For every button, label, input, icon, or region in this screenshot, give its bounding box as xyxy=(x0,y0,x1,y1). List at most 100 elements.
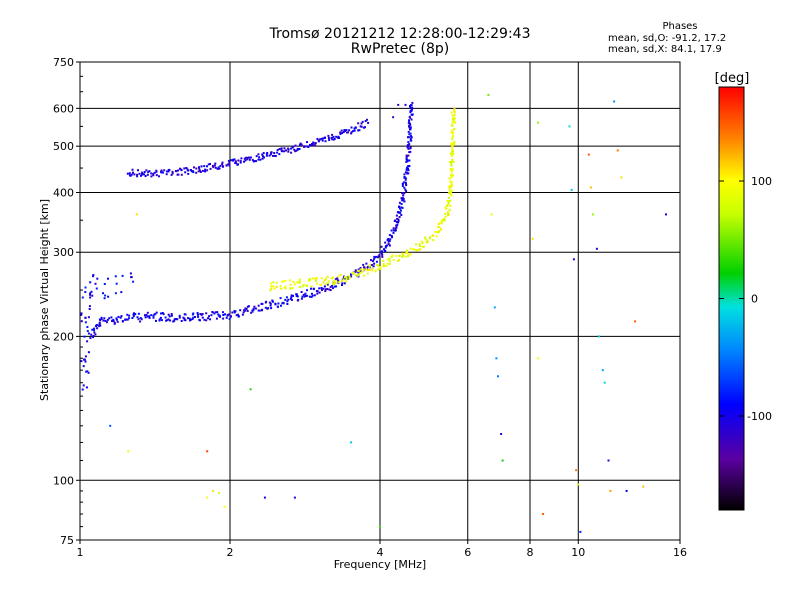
data-point xyxy=(243,157,246,160)
data-point xyxy=(150,175,153,178)
data-point xyxy=(426,240,429,243)
data-point xyxy=(107,295,110,298)
data-point xyxy=(115,318,118,321)
data-point xyxy=(362,274,365,277)
data-point xyxy=(261,308,264,311)
data-point xyxy=(152,316,155,319)
data-point xyxy=(206,450,209,453)
data-point xyxy=(388,244,391,247)
data-point xyxy=(359,270,362,273)
data-point xyxy=(177,169,179,172)
data-point xyxy=(409,111,412,114)
data-point xyxy=(448,192,451,195)
data-point xyxy=(191,318,194,321)
data-point xyxy=(344,277,347,280)
data-point xyxy=(322,287,325,290)
data-point xyxy=(281,150,283,153)
data-point xyxy=(407,122,410,125)
data-point xyxy=(86,326,89,328)
data-point xyxy=(161,171,164,174)
data-point xyxy=(89,293,91,296)
data-point xyxy=(450,162,453,165)
data-point xyxy=(320,137,323,140)
data-point xyxy=(167,170,170,173)
data-point xyxy=(201,313,204,315)
data-point xyxy=(237,159,240,162)
colorbar-tick-label: 100 xyxy=(751,175,772,188)
data-point xyxy=(264,301,267,304)
data-point xyxy=(95,324,98,326)
data-point xyxy=(227,163,230,166)
data-point xyxy=(372,260,374,263)
data-point xyxy=(409,253,412,256)
data-point xyxy=(333,281,336,284)
data-point xyxy=(82,365,85,368)
data-point xyxy=(255,160,257,163)
data-point xyxy=(452,174,454,177)
data-point xyxy=(306,284,309,287)
data-point xyxy=(180,169,183,172)
data-point xyxy=(634,320,637,323)
data-point xyxy=(410,139,413,142)
data-point xyxy=(119,316,122,319)
data-point xyxy=(204,170,207,173)
data-point xyxy=(348,129,351,132)
data-point xyxy=(219,164,222,167)
colorbar-ticks: -100 0 100 xyxy=(719,175,772,423)
data-point xyxy=(334,278,337,281)
data-point xyxy=(570,188,573,191)
data-point xyxy=(408,143,411,146)
data-point xyxy=(143,171,146,173)
data-point xyxy=(81,296,84,299)
data-point xyxy=(452,143,455,146)
data-point xyxy=(187,169,190,172)
data-point xyxy=(98,325,101,328)
data-point xyxy=(365,268,368,271)
data-point xyxy=(387,243,390,245)
data-point xyxy=(332,282,335,285)
x-tick-label: 8 xyxy=(527,546,534,559)
data-point xyxy=(579,530,582,533)
data-point xyxy=(326,283,329,286)
data-point xyxy=(350,273,352,276)
data-point xyxy=(497,375,499,378)
data-point xyxy=(372,265,375,268)
data-point xyxy=(407,252,409,255)
data-point xyxy=(98,323,101,325)
data-point xyxy=(195,167,198,170)
data-point xyxy=(328,139,331,141)
data-point xyxy=(261,157,264,160)
data-point xyxy=(136,175,139,178)
data-point xyxy=(345,278,348,281)
data-point xyxy=(411,101,414,104)
data-point xyxy=(84,291,87,293)
data-point xyxy=(382,259,385,262)
data-point xyxy=(189,319,191,322)
data-point xyxy=(171,172,174,175)
data-point xyxy=(257,158,260,161)
data-point xyxy=(320,289,323,291)
data-point xyxy=(126,313,129,316)
data-point xyxy=(642,485,645,488)
data-point xyxy=(183,167,186,170)
data-point xyxy=(137,169,139,172)
data-point xyxy=(148,315,151,318)
data-point xyxy=(113,321,116,324)
data-point xyxy=(542,513,545,515)
data-point xyxy=(192,171,195,174)
data-point xyxy=(274,303,277,306)
data-point xyxy=(381,255,384,258)
data-point xyxy=(591,213,594,216)
data-point xyxy=(213,164,216,167)
data-point xyxy=(199,169,201,172)
data-point xyxy=(243,160,245,163)
data-point xyxy=(283,147,286,150)
data-point xyxy=(301,295,304,298)
data-point xyxy=(394,229,397,232)
data-point xyxy=(395,226,398,229)
data-point xyxy=(128,317,130,320)
data-point xyxy=(120,291,123,294)
data-point xyxy=(221,161,224,164)
data-point xyxy=(126,318,129,321)
data-point xyxy=(348,277,351,280)
